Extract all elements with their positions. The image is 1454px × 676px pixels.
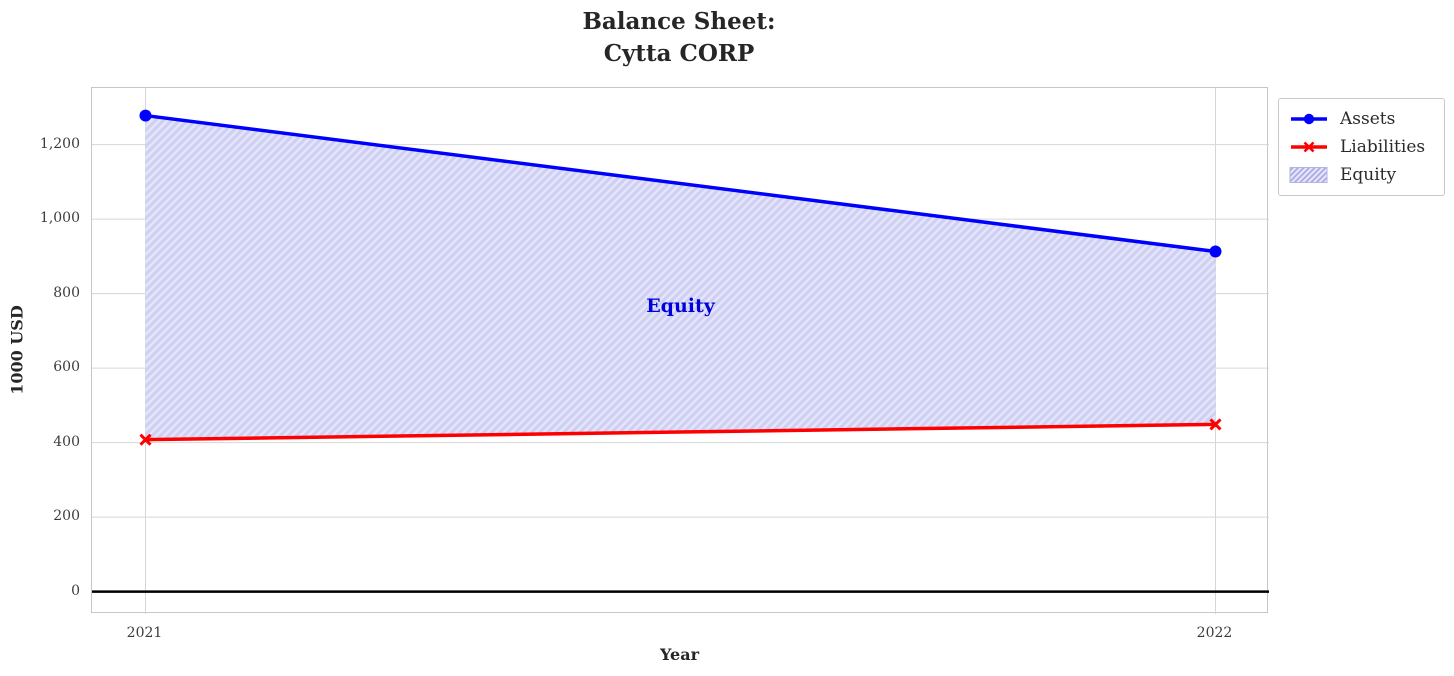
y-tick-label: 800 — [53, 284, 80, 301]
y-tick-label: 0 — [71, 582, 80, 599]
assets-line — [145, 113, 1216, 254]
y-tick-label: 400 — [53, 433, 80, 450]
y-tick-label: 600 — [53, 359, 80, 376]
equity-annotation: Equity — [646, 295, 715, 318]
y-axis-title: 1000 USD — [7, 305, 27, 395]
liabilities-line-swatch — [1291, 141, 1327, 153]
equity-swatch-rect — [1289, 167, 1328, 183]
x-tick-label: 2022 — [1196, 625, 1233, 641]
liabilities-marker — [1209, 418, 1222, 431]
legend-label-liabilities: Liabilities — [1340, 137, 1426, 157]
x-tick-label: 2021 — [126, 625, 163, 641]
legend-label-equity: Equity — [1340, 165, 1397, 185]
equity-area — [145, 115, 1216, 440]
liabilities-marker — [139, 433, 152, 446]
legend-label-assets: Assets — [1340, 109, 1396, 129]
legend-item-liabilities: Liabilities — [1289, 136, 1434, 158]
assets-swatch-marker — [1303, 113, 1315, 125]
y-tick-label: 200 — [53, 508, 80, 525]
liabilities-line — [145, 422, 1216, 442]
y-tick-label: 1,200 — [39, 135, 80, 152]
plot-area: Equity — [91, 87, 1269, 614]
assets-marker — [1209, 245, 1222, 258]
chart-title: Balance Sheet: Cytta CORP — [91, 6, 1267, 70]
plot-svg — [92, 88, 1269, 614]
legend-item-equity: Equity — [1289, 164, 1434, 186]
legend: Assets Liabilities Equity — [1278, 98, 1445, 196]
assets-marker — [139, 109, 152, 122]
assets-line-swatch — [1291, 113, 1327, 125]
legend-item-assets: Assets — [1289, 108, 1434, 130]
y-tick-label: 1,000 — [39, 210, 80, 227]
equity-patch-swatch — [1289, 167, 1328, 183]
chart-title-line2: Cytta CORP — [603, 40, 755, 67]
x-axis-title: Year — [659, 645, 699, 664]
liabilities-swatch-marker — [1303, 141, 1315, 153]
chart-title-line1: Balance Sheet: — [582, 8, 776, 35]
